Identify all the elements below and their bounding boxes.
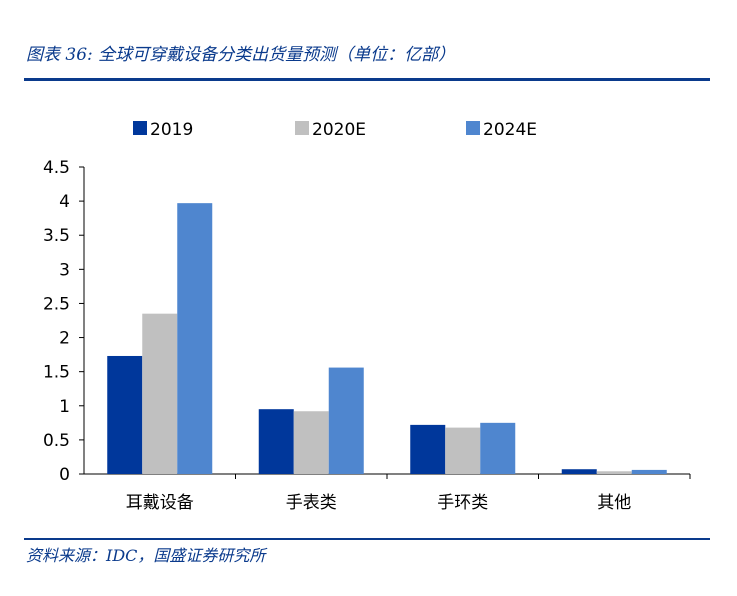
bar-2020E-1 [293,411,329,474]
legend-swatch-2024E [466,121,480,135]
y-tick-label: 4.5 [43,158,70,178]
y-tick-label: 0.5 [43,431,70,451]
figure-title: 图表 36: 全球可穿戴设备分类出货量预测（单位：亿部） [26,45,456,65]
bar-2019-0 [107,355,143,474]
legend-label-2020E: 2020E [312,120,366,140]
bar-2020E-0 [142,313,178,474]
y-tick-label: 3.5 [43,226,70,246]
bar-2020E-3 [596,471,632,474]
x-category-label: 手表类 [286,493,337,513]
source-note: 资料来源：IDC，国盛证券研究所 [26,546,266,565]
chart-legend: 2019 2020E 2024E [133,120,537,140]
bar-2024E-2 [480,422,516,474]
x-category-label: 耳戴设备 [126,493,194,513]
bar-2020E-2 [445,427,481,474]
legend-swatch-2020E [295,121,309,135]
legend-label-2024E: 2024E [483,120,537,140]
bar-2019-3 [561,469,597,474]
y-tick-label: 3 [59,260,70,280]
legend-swatch-2019 [133,121,147,135]
y-tick-label: 4 [59,192,70,212]
y-tick-label: 2 [59,329,70,349]
y-tick-label: 1 [59,397,70,417]
y-tick-label: 1.5 [43,363,70,383]
bar-2024E-3 [631,469,667,474]
x-category-label: 手环类 [437,493,488,513]
chart-axes: 0 0.5 1 1.5 2 2.5 3 3.5 4 4.5 耳戴设备 手表类 手环类 其他 [43,158,691,513]
bar-2024E-0 [177,203,213,474]
source-divider [24,538,710,540]
title-divider [24,78,710,81]
y-tick-label: 2.5 [43,294,70,314]
legend-label-2019: 2019 [150,120,193,140]
chart-bars [107,203,667,474]
bar-chart: 2019 2020E 2024E 0 0.5 1 1.5 2 2.5 3 3.5 4 4.5 耳戴设备 手… [43,120,691,513]
x-category-label: 其他 [597,493,631,513]
bar-2019-1 [258,409,294,474]
y-tick-label: 0 [59,465,70,485]
bar-2019-2 [410,424,446,474]
bar-2024E-1 [328,367,364,474]
